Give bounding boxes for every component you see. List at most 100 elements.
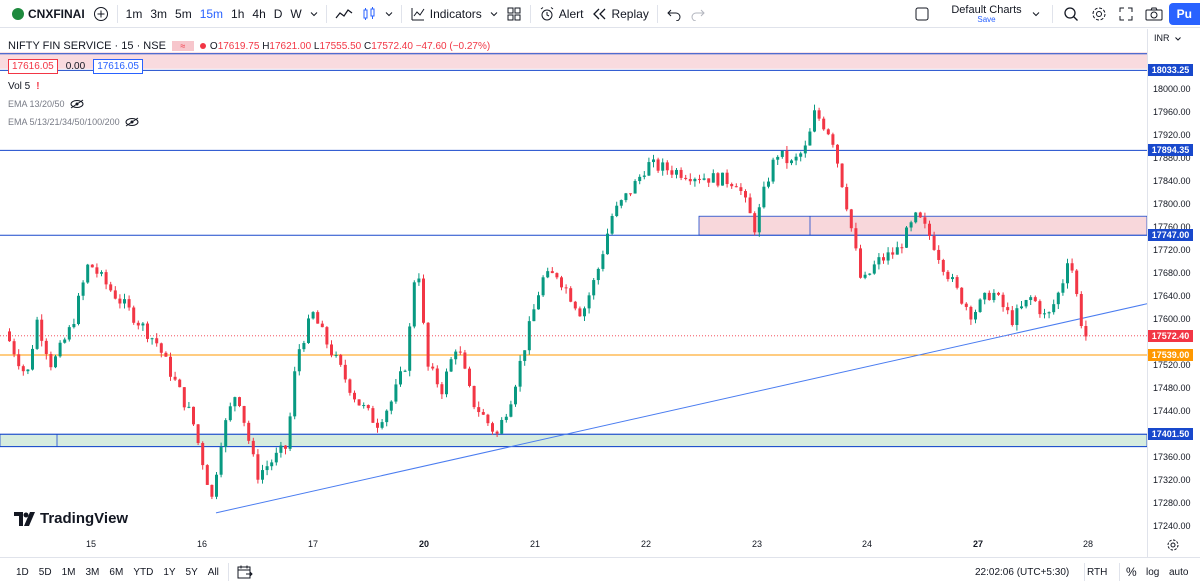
symbol-search-button[interactable]: CNXFINAI [8, 0, 89, 28]
candle-body [463, 352, 467, 369]
hidden-eye-icon[interactable] [70, 99, 84, 109]
price-line-tag[interactable]: 17894.35 [1148, 144, 1193, 157]
candle-body [573, 301, 577, 309]
range-1y[interactable]: 1Y [163, 566, 176, 578]
date-range-group: 1D 5D 1M 3M 6M YTD 1Y 5Y All [11, 567, 224, 578]
currency-label[interactable]: INR [1154, 33, 1170, 43]
indicator-ema2-row[interactable]: EMA 5/13/21/34/50/100/200 [8, 113, 490, 131]
indicator-ema1-row[interactable]: EMA 13/20/50 [8, 95, 490, 113]
candle-chart-type-icon[interactable] [357, 0, 381, 28]
time-axis[interactable]: 15 16 17 20 21 22 23 24 27 28 [0, 533, 1147, 557]
price-chart-canvas[interactable] [0, 29, 1147, 557]
candle-body [63, 339, 67, 343]
interval-1h[interactable]: 1h [231, 6, 245, 21]
range-ytd[interactable]: YTD [133, 566, 154, 578]
candle-body [790, 160, 793, 164]
time-tick: 24 [862, 539, 873, 549]
interval-dropdown-chevron-icon[interactable] [306, 0, 322, 28]
goto-date-calendar-icon[interactable] [233, 558, 257, 586]
interval-4h[interactable]: 4h [252, 6, 266, 21]
redo-icon[interactable] [686, 0, 710, 28]
volume-indicator-label[interactable]: Vol 5 [8, 80, 31, 92]
candle-body [978, 299, 982, 312]
range-3m[interactable]: 3M [85, 566, 100, 578]
ema-13-20-50-label[interactable]: EMA 13/20/50 [8, 99, 65, 109]
interval-15m[interactable]: 15m [199, 6, 224, 21]
clock-time[interactable]: 22:02:06 (UTC+5:30) [975, 566, 1070, 578]
interval-D[interactable]: D [273, 6, 283, 21]
interval-W[interactable]: W [290, 6, 302, 21]
price-line-tag[interactable]: 17401.50 [1148, 428, 1193, 441]
legend-symbol-title[interactable]: NIFTY FIN SERVICE · 15 · NSE [8, 40, 166, 52]
price-axis[interactable]: INR 18000.00 17960.00 17920.00 17880.00 1784… [1147, 29, 1200, 557]
axis-settings-gear-icon[interactable] [1166, 538, 1180, 552]
price-line-tag[interactable]: 18033.25 [1148, 64, 1193, 77]
settings-gear-icon[interactable] [1085, 0, 1113, 28]
price-line-tag[interactable]: 17747.00 [1148, 229, 1193, 242]
interval-5m[interactable]: 5m [175, 6, 192, 21]
session-toggle[interactable]: RTH [1082, 567, 1112, 578]
range-all[interactable]: All [207, 566, 219, 578]
indicator-vol-row[interactable]: Vol 5 ! [8, 77, 490, 95]
candle-body [376, 422, 379, 428]
indicator-error-icon[interactable]: ! [36, 80, 40, 92]
ema-multi-label[interactable]: EMA 5/13/21/34/50/100/200 [8, 117, 120, 127]
range-6m[interactable]: 6M [109, 566, 124, 578]
tradingview-wordmark: TradingView [40, 510, 129, 527]
candle-body [311, 312, 315, 319]
publish-button[interactable]: Pu [1168, 3, 1200, 25]
candle-body [587, 295, 591, 309]
market-status-icon[interactable]: ≈ [171, 41, 194, 51]
candle-body [86, 264, 90, 283]
currency-chevron-icon[interactable] [1175, 36, 1181, 42]
ohlc-low: 17555.50 [319, 40, 362, 52]
candle-body [491, 423, 494, 432]
range-1m[interactable]: 1M [61, 566, 76, 578]
legend-symbol-row: NIFTY FIN SERVICE · 15 · NSE ≈ O17619.75… [8, 37, 490, 55]
candle-body [670, 170, 674, 175]
alert-button[interactable]: Alert [535, 0, 588, 28]
indicators-button[interactable]: Indicators [406, 0, 486, 28]
replay-button[interactable]: Replay [587, 0, 652, 28]
sell-button[interactable]: 17616.05 [8, 58, 58, 74]
undo-icon[interactable] [662, 0, 686, 28]
compare-add-icon[interactable] [89, 0, 113, 28]
percent-scale-toggle[interactable]: % [1121, 565, 1142, 579]
range-1d[interactable]: 1D [16, 566, 29, 578]
toolbar-divider [1084, 563, 1085, 581]
buy-button[interactable]: 17616.05 [93, 58, 143, 74]
templates-chevron-icon[interactable] [486, 0, 502, 28]
candle-body [233, 397, 237, 407]
candle-body [583, 308, 586, 317]
range-5y[interactable]: 5Y [185, 566, 198, 578]
chart-type-chevron-icon[interactable] [381, 0, 397, 28]
snapshot-camera-icon[interactable] [1139, 0, 1169, 28]
candle-body [656, 159, 660, 171]
search-icon[interactable] [1057, 0, 1085, 28]
candle-body [155, 338, 159, 344]
interval-3m[interactable]: 3m [150, 6, 168, 21]
price-line-tag[interactable]: 17572.40 [1148, 329, 1193, 342]
candle-body [307, 318, 310, 344]
layouts-grid-icon[interactable] [502, 0, 526, 28]
candle-body [228, 406, 232, 421]
range-5d[interactable]: 5D [38, 566, 52, 578]
price-line-tag[interactable]: 17539.00 [1148, 349, 1193, 362]
log-scale-toggle[interactable]: log [1141, 567, 1164, 578]
auto-scale-toggle[interactable]: auto [1164, 567, 1193, 578]
candle-body [813, 110, 816, 132]
candle-body [900, 247, 904, 249]
interval-1m[interactable]: 1m [125, 6, 143, 21]
line-chart-type-icon[interactable] [331, 0, 357, 28]
candle-body [647, 162, 651, 176]
fullscreen-icon[interactable] [1113, 0, 1139, 28]
candle-body [132, 307, 136, 323]
hidden-eye-icon[interactable] [125, 117, 139, 127]
candle-body [210, 484, 214, 497]
clock-readout[interactable]: 22:02:06 (UTC+5:30) [975, 567, 1069, 578]
candle-body [509, 404, 513, 417]
candle-body [288, 416, 292, 449]
candle-body [353, 392, 356, 400]
layout-menu-button[interactable]: Default Charts Save [911, 0, 1043, 28]
candle-body [49, 354, 53, 368]
